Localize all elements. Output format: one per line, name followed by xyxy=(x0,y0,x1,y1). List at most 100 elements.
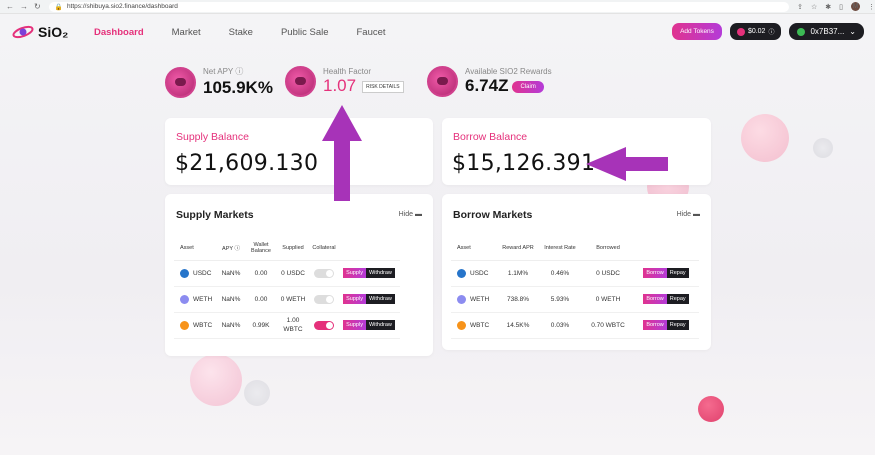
col-borrowed: Borrowed xyxy=(583,236,633,261)
collateral-toggle[interactable] xyxy=(314,320,334,330)
net-apy-label: Net APY xyxy=(203,67,234,76)
risk-details-button[interactable]: RISK DETAILS xyxy=(362,80,404,93)
wallet-icon xyxy=(797,27,806,36)
borrow-balance-card: Borrow Balance $15,126.391 xyxy=(442,118,711,185)
top-nav: SiO₂ Dashboard Market Stake Public Sale … xyxy=(0,14,875,50)
repay-button[interactable]: Repay xyxy=(666,320,689,330)
table-row: WETH 738.8% 5.93% 0 WETH Borrow Repay xyxy=(451,286,699,313)
supply-button[interactable]: Supply xyxy=(343,268,366,278)
interest-rate: 5.93% xyxy=(537,286,583,313)
table-header: Asset APY ⓘ Wallet Balance Supplied Coll… xyxy=(174,236,400,261)
reward-apr: 738.8% xyxy=(499,286,537,313)
supplied: 0 USDC xyxy=(276,260,310,287)
menu-dashboard[interactable]: Dashboard xyxy=(94,26,144,38)
chevron-down-icon: ⌄ xyxy=(849,27,856,36)
asset-name: WETH xyxy=(193,295,213,303)
claim-button[interactable]: Claim xyxy=(512,80,544,93)
col-interest-rate: Interest Rate xyxy=(537,236,583,261)
star-icon[interactable]: ☆ xyxy=(810,3,818,11)
asset-name: USDC xyxy=(470,269,489,277)
usdc-icon xyxy=(180,268,189,278)
supply-markets-table: Asset APY ⓘ Wallet Balance Supplied Coll… xyxy=(174,236,400,339)
rewards-label: Available SIO2 Rewards xyxy=(465,67,552,76)
reward-apr: 1.1M% xyxy=(499,260,537,287)
wallet-address: 0x7B37... xyxy=(810,27,845,36)
back-icon[interactable]: ← xyxy=(6,2,14,11)
supply-button[interactable]: Supply xyxy=(343,320,366,330)
menu-stake[interactable]: Stake xyxy=(228,26,253,38)
interest-rate: 0.46% xyxy=(537,260,583,287)
hide-toggle[interactable]: Hide ▬ xyxy=(398,211,422,218)
token-price-button[interactable]: $0.02 ⓘ xyxy=(729,23,782,40)
decor-bubble xyxy=(698,396,724,422)
withdraw-button[interactable]: Withdraw xyxy=(365,268,395,278)
decor-bubble xyxy=(244,380,270,406)
logo[interactable]: SiO₂ xyxy=(12,24,92,40)
borrow-balance-value: $15,126.391 xyxy=(452,151,596,176)
repay-button[interactable]: Repay xyxy=(666,268,689,278)
health-factor-value: 1.07 xyxy=(323,76,357,95)
wallet-balance: 0.99K xyxy=(246,312,276,339)
hide-label: Hide xyxy=(398,211,414,218)
col-asset: Asset xyxy=(174,236,216,261)
extensions-icon[interactable]: ✱ xyxy=(825,3,832,11)
table-row: WBTC 14.5K% 0.03% 0.70 WBTC Borrow Repay xyxy=(451,312,699,339)
profile-avatar[interactable]: M xyxy=(851,2,860,11)
borrow-button[interactable]: Borrow xyxy=(643,320,667,330)
col-actions xyxy=(633,236,699,261)
supply-balance-label: Supply Balance xyxy=(176,131,249,143)
wallet-balance: 0.00 xyxy=(246,286,276,313)
health-factor-label: Health Factor xyxy=(323,67,372,76)
asset-name: WBTC xyxy=(470,321,490,329)
borrow-balance-label: Borrow Balance xyxy=(453,131,528,143)
interest-rate: 0.03% xyxy=(537,312,583,339)
menu-public-sale[interactable]: Public Sale xyxy=(280,26,329,38)
net-apy-value: 105.9K% xyxy=(203,78,273,97)
borrow-markets-card: Borrow Markets Hide ▬ Asset Reward APR I… xyxy=(442,194,711,350)
asset-name: WBTC xyxy=(193,321,213,329)
supply-markets-card: Supply Markets Hide ▬ Asset APY ⓘ Wallet… xyxy=(165,194,433,356)
repay-button[interactable]: Repay xyxy=(666,294,689,304)
supply-button[interactable]: Supply xyxy=(343,294,366,304)
logo-text: SiO₂ xyxy=(38,24,69,40)
borrow-markets-title: Borrow Markets xyxy=(453,209,533,221)
kebab-menu-icon[interactable]: ⋮ xyxy=(868,3,875,11)
weth-icon xyxy=(180,294,189,304)
borrow-markets-table: Asset Reward APR Interest Rate Borrowed … xyxy=(451,236,699,339)
up-arrow-annotation xyxy=(322,105,362,201)
sio2-token-icon xyxy=(736,27,745,36)
mascot-icon xyxy=(285,66,316,97)
col-actions xyxy=(338,236,400,261)
sidebar-icon[interactable]: ▯ xyxy=(839,3,843,11)
forward-icon[interactable]: → xyxy=(20,2,28,11)
menu-faucet[interactable]: Faucet xyxy=(356,26,386,38)
header-actions: Add Tokens $0.02 ⓘ 0x7B37... ⌄ xyxy=(672,23,864,40)
table-row: USDC NaN% 0.00 0 USDC Supply Withdraw xyxy=(174,260,400,287)
hide-toggle[interactable]: Hide ▬ xyxy=(676,211,700,218)
withdraw-button[interactable]: Withdraw xyxy=(365,294,395,304)
borrow-button[interactable]: Borrow xyxy=(643,294,667,304)
decor-bubble xyxy=(190,354,242,406)
reload-icon[interactable]: ↻ xyxy=(34,2,41,11)
table-row: USDC 1.1M% 0.46% 0 USDC Borrow Repay xyxy=(451,260,699,287)
borrow-button[interactable]: Borrow xyxy=(643,268,667,278)
borrowed: 0 WETH xyxy=(583,286,633,313)
add-tokens-button[interactable]: Add Tokens xyxy=(672,23,722,40)
withdraw-button[interactable]: Withdraw xyxy=(365,320,395,330)
share-icon[interactable]: ⇪ xyxy=(797,3,803,11)
table-header: Asset Reward APR Interest Rate Borrowed xyxy=(451,236,699,261)
menu-market[interactable]: Market xyxy=(171,26,201,38)
collateral-toggle[interactable] xyxy=(314,268,334,278)
collateral-toggle[interactable] xyxy=(314,294,334,304)
rewards-value: 6.74Z xyxy=(465,76,509,95)
borrowed: 0 USDC xyxy=(583,260,633,287)
table-row: WETH NaN% 0.00 0 WETH Supply Withdraw xyxy=(174,286,400,313)
address-bar[interactable]: 🔒 https://shibuya.sio2.finance/dashboard xyxy=(48,1,790,12)
wallet-button[interactable]: 0x7B37... ⌄ xyxy=(789,23,864,40)
col-reward-apr: Reward APR xyxy=(499,236,537,261)
mascot-icon xyxy=(427,66,458,97)
info-icon[interactable]: ⓘ xyxy=(235,67,244,76)
col-collateral: Collateral xyxy=(310,236,338,261)
mascot-icon xyxy=(165,66,196,98)
col-asset: Asset xyxy=(451,236,499,261)
